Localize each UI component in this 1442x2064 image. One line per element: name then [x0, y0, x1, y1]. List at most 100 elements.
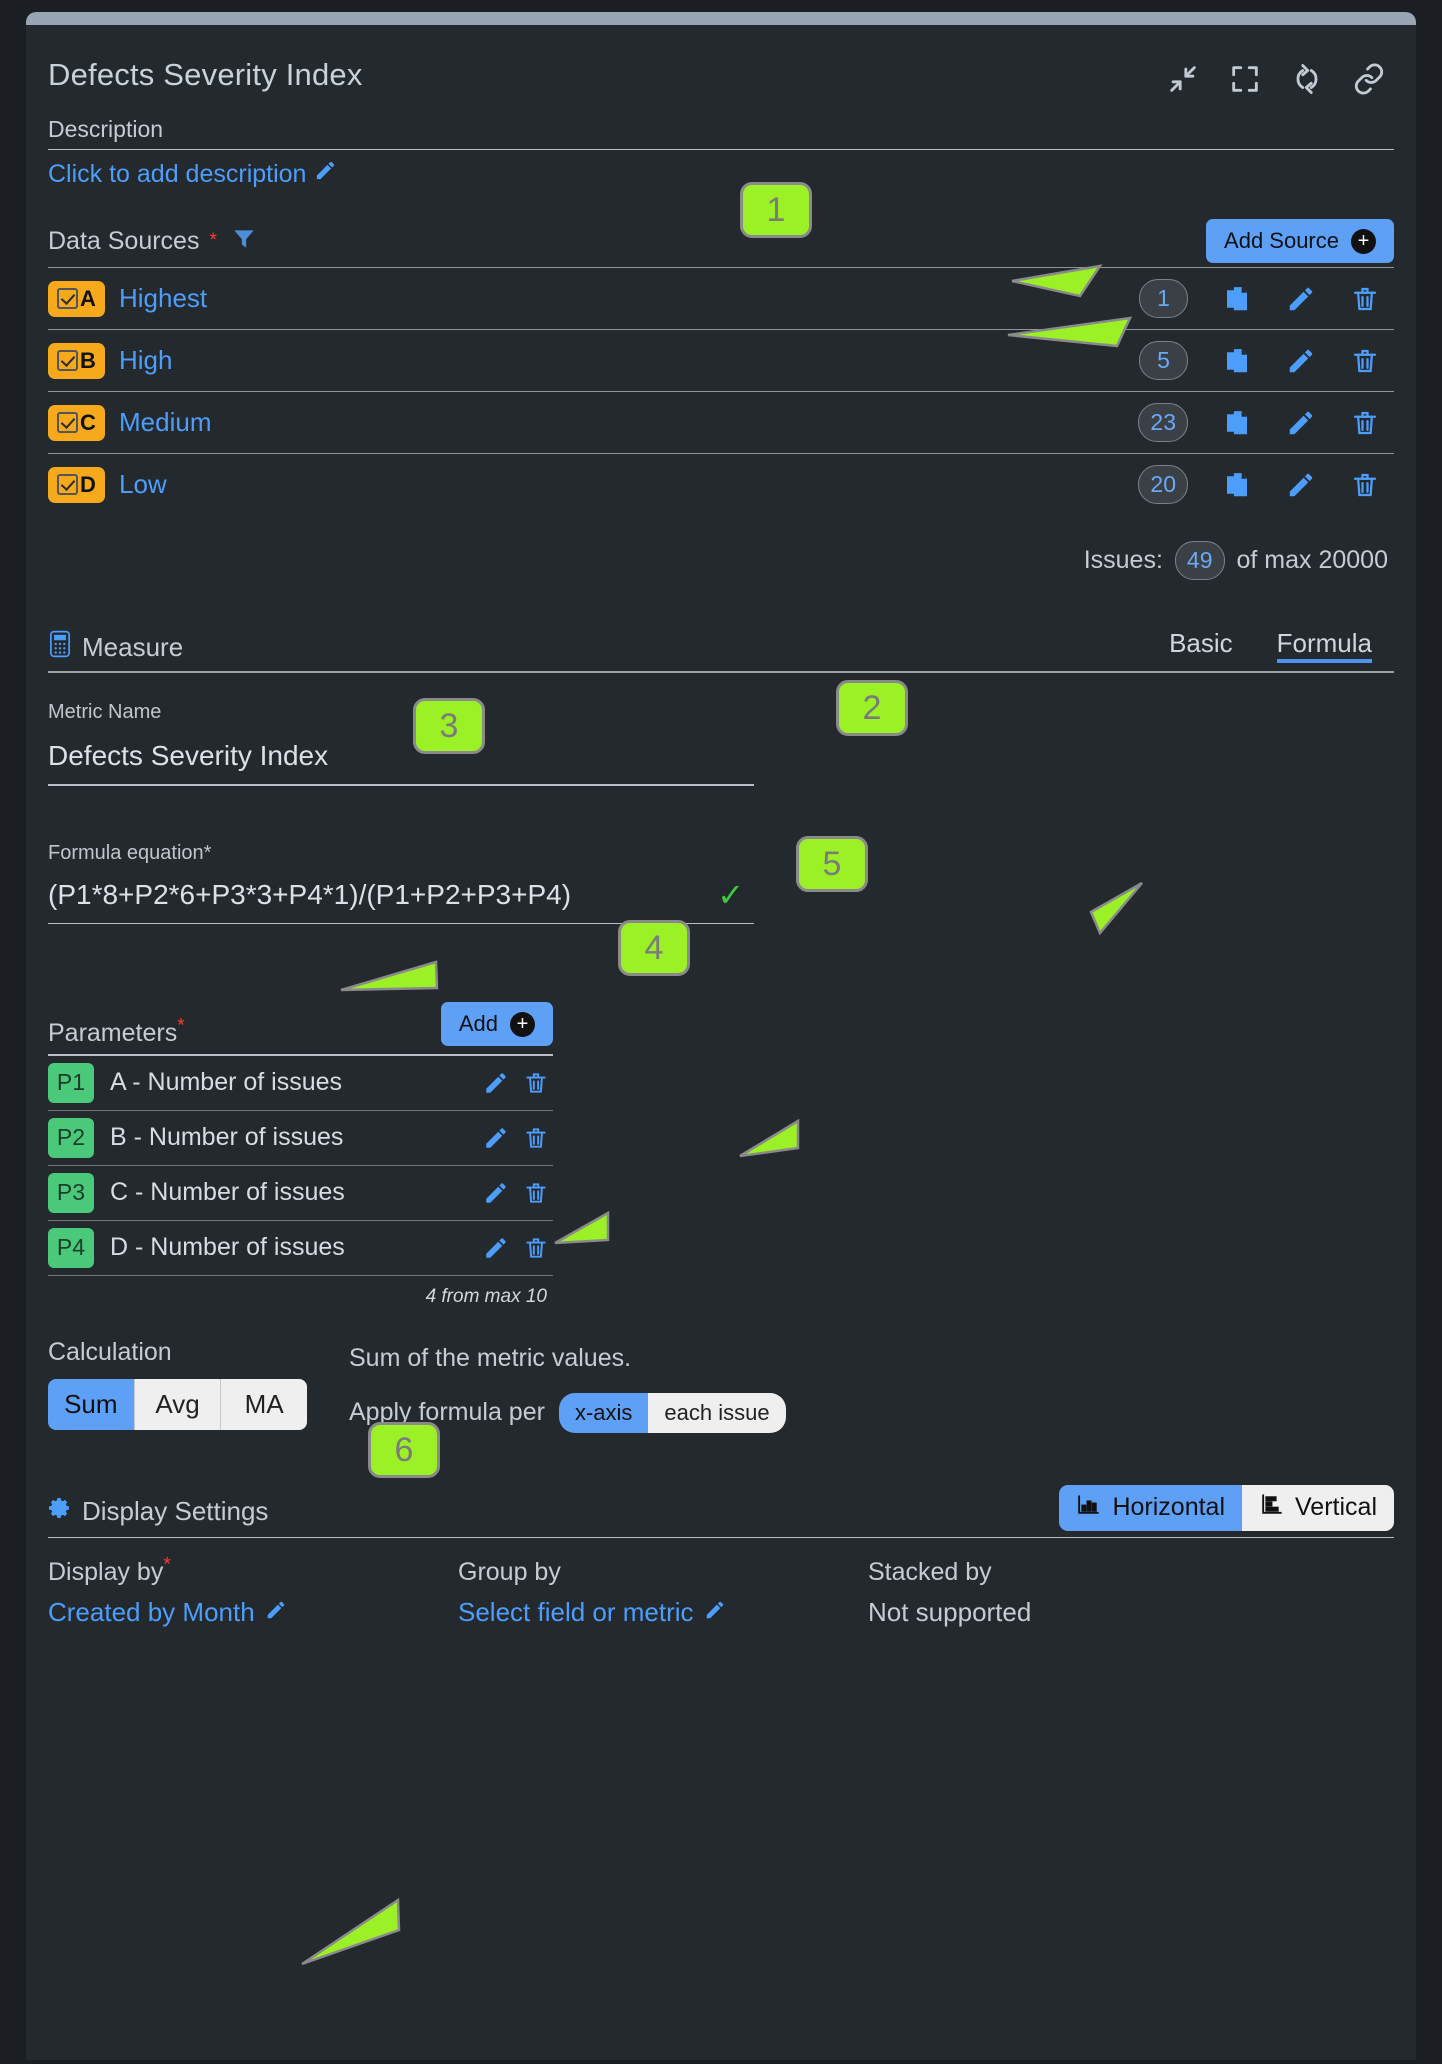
parameter-name: D - Number of issues: [110, 1233, 345, 1262]
pencil-icon[interactable]: [483, 1180, 509, 1206]
group-by-value-text: Select field or metric: [458, 1597, 694, 1628]
pencil-icon[interactable]: [483, 1125, 509, 1151]
data-source-chip[interactable]: A: [48, 280, 105, 317]
link-icon[interactable]: [1352, 62, 1386, 96]
apply-option-each-issue[interactable]: each issue: [648, 1392, 786, 1433]
apply-formula-row: Apply formula per x-axis each issue: [349, 1392, 786, 1433]
data-source-chip[interactable]: B: [48, 342, 105, 379]
filter-icon[interactable]: [231, 225, 257, 258]
data-source-checkbox[interactable]: [57, 474, 79, 495]
parameter-chip: P3: [48, 1172, 94, 1213]
fullscreen-icon[interactable]: [1228, 62, 1262, 96]
tab-formula-label: Formula: [1276, 628, 1372, 658]
data-source-chip[interactable]: D: [48, 466, 105, 503]
refresh-icon[interactable]: [1290, 62, 1324, 96]
add-parameter-button[interactable]: Add +: [440, 1002, 553, 1047]
data-source-checkbox[interactable]: [57, 350, 79, 371]
panel-drag-bar[interactable]: [26, 12, 1416, 25]
parameters-header: Parameters* Add +: [48, 1002, 553, 1048]
display-by-label: Display by: [48, 1558, 164, 1587]
parameter-chip: P1: [48, 1062, 94, 1103]
trash-icon[interactable]: [523, 1180, 549, 1206]
calc-option-sum[interactable]: Sum: [48, 1378, 135, 1430]
copy-icon[interactable]: [1222, 346, 1252, 376]
data-source-key: C: [80, 409, 96, 435]
display-by-required-asterisk: *: [163, 1555, 171, 1577]
data-sources-list: A Highest 1 B High 5 C Medium 23 D Low 20: [48, 267, 1394, 515]
pencil-icon[interactable]: [265, 1597, 287, 1628]
pencil-icon[interactable]: [1286, 284, 1316, 314]
bar-chart-horizontal-icon: [1259, 1492, 1284, 1524]
parameters-section: Parameters* Add + P1 A - Number of issues…: [48, 1002, 553, 1308]
copy-icon[interactable]: [1222, 470, 1252, 500]
measure-divider: [48, 671, 1394, 673]
calc-option-ma[interactable]: MA: [221, 1378, 307, 1430]
apply-formula-toggle: x-axis each issue: [558, 1392, 786, 1433]
data-source-name[interactable]: Medium: [119, 407, 212, 437]
display-settings-label: Display Settings: [82, 1495, 269, 1526]
data-source-name[interactable]: Highest: [119, 283, 208, 313]
data-sources-label: Data Sources: [48, 226, 200, 255]
pencil-icon[interactable]: [1286, 470, 1316, 500]
data-source-chip[interactable]: C: [48, 404, 105, 441]
data-source-actions: [1222, 284, 1394, 314]
panel-body: Defects Severity Index: [26, 25, 1416, 2060]
callout-badge-4: 4: [618, 920, 690, 976]
data-source-name[interactable]: High: [119, 345, 173, 375]
issues-summary: Issues: 49 of max 20000: [48, 541, 1394, 580]
tab-formula[interactable]: Formula: [1255, 628, 1394, 671]
trash-icon[interactable]: [1350, 470, 1380, 500]
parameter-row: P2 B - Number of issues: [48, 1111, 553, 1166]
group-by-label: Group by: [458, 1558, 561, 1587]
data-source-count: 20: [1138, 465, 1188, 504]
parameter-name: C - Number of issues: [110, 1178, 345, 1207]
measure-section: Measure Basic Formula Metric N: [48, 628, 1394, 925]
apply-option-x-axis[interactable]: x-axis: [558, 1392, 649, 1433]
pencil-icon[interactable]: [314, 159, 337, 189]
callout-badge-3: 3: [413, 698, 485, 754]
group-by-field: Group by Select field or metric: [458, 1558, 868, 1628]
trash-icon[interactable]: [523, 1070, 549, 1096]
metric-name-input[interactable]: Defects Severity Index: [48, 740, 329, 771]
tab-basic[interactable]: Basic: [1147, 628, 1255, 671]
parameters-label: Parameters: [48, 1019, 178, 1048]
parameter-actions: [483, 1235, 553, 1261]
stacked-by-value: Not supported: [868, 1597, 1032, 1628]
pencil-icon[interactable]: [704, 1597, 726, 1628]
orientation-horizontal[interactable]: Horizontal: [1059, 1484, 1243, 1531]
copy-icon[interactable]: [1222, 284, 1252, 314]
trash-icon[interactable]: [1350, 346, 1380, 376]
display-settings-section: Display Settings: [48, 1484, 1394, 1629]
data-source-name[interactable]: Low: [119, 469, 167, 499]
pencil-icon[interactable]: [483, 1070, 509, 1096]
group-by-value[interactable]: Select field or metric: [458, 1597, 868, 1628]
metric-editor-panel: Defects Severity Index: [26, 12, 1416, 2060]
description-divider: [48, 149, 1394, 150]
parameters-list: P1 A - Number of issues P2 B - Number of is…: [48, 1056, 553, 1276]
callout-badge-5: 5: [796, 836, 868, 892]
copy-icon[interactable]: [1222, 408, 1252, 438]
collapse-icon[interactable]: [1166, 62, 1200, 96]
trash-icon[interactable]: [523, 1235, 549, 1261]
callout-badge-6: 6: [368, 1422, 440, 1478]
data-sources-header: Data Sources * Add Source +: [48, 215, 1394, 267]
trash-icon[interactable]: [1350, 408, 1380, 438]
stacked-by-field: Stacked by Not supported: [868, 1558, 1031, 1628]
data-source-checkbox[interactable]: [57, 412, 79, 433]
gear-icon: [48, 1496, 72, 1527]
formula-equation-input[interactable]: (P1*8+P2*6+P3*3+P4*1)/(P1+P2+P3+P4): [48, 878, 572, 910]
trash-icon[interactable]: [523, 1125, 549, 1151]
calc-option-avg[interactable]: Avg: [134, 1378, 222, 1430]
trash-icon[interactable]: [1350, 284, 1380, 314]
description-add-link[interactable]: Click to add description: [48, 159, 1394, 189]
pencil-icon[interactable]: [1286, 408, 1316, 438]
add-source-button[interactable]: Add Source +: [1206, 219, 1394, 263]
pencil-icon[interactable]: [483, 1235, 509, 1261]
data-source-row: B High 5: [48, 329, 1394, 391]
orientation-vertical[interactable]: Vertical: [1242, 1484, 1394, 1531]
pencil-icon[interactable]: [1286, 346, 1316, 376]
display-by-value[interactable]: Created by Month: [48, 1597, 458, 1628]
metric-name-underline: [48, 784, 754, 786]
plus-icon: +: [510, 1011, 535, 1037]
data-source-checkbox[interactable]: [57, 288, 79, 309]
